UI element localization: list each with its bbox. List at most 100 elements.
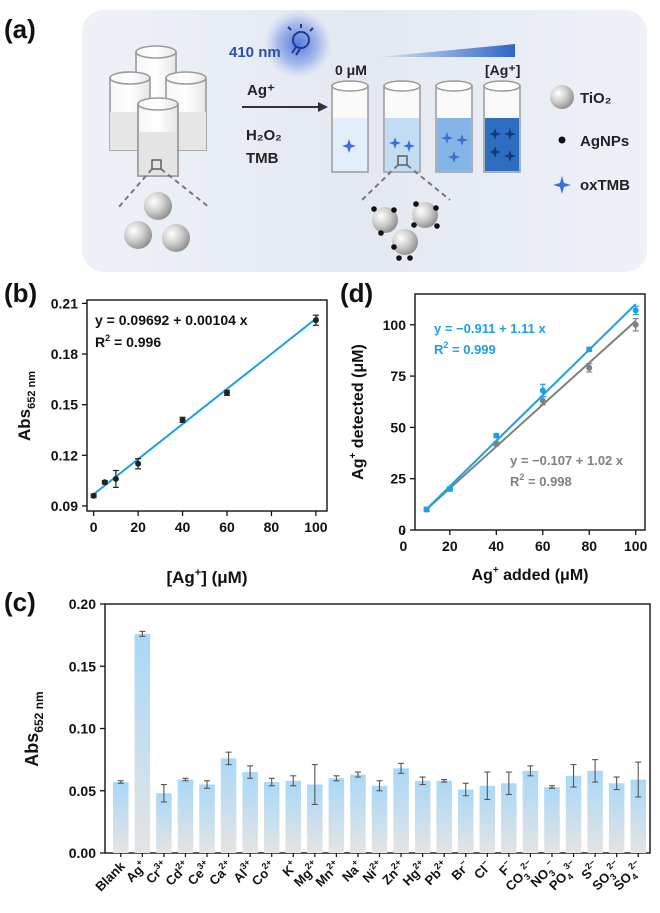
category-label: Ca2+ <box>205 857 236 888</box>
y-tick-label: 0.15 <box>51 397 78 413</box>
category-label: Ce3+ <box>183 857 214 888</box>
bar <box>565 775 582 853</box>
bar <box>220 758 237 853</box>
category-label: Ag+ <box>121 857 149 885</box>
bar <box>436 780 452 853</box>
bar <box>177 779 194 853</box>
panel-a-label: (a) <box>4 14 36 44</box>
light-glow <box>264 10 332 78</box>
data-point <box>632 321 639 328</box>
chart-b-ylabel: Abs652 nm <box>15 371 38 441</box>
zoom-line-left-b <box>160 168 211 209</box>
oxtmb-star-icon <box>441 132 453 144</box>
chart-d-xlabel: Ag+ added (μM) <box>472 565 589 584</box>
conc-end-label: [Ag⁺] <box>485 62 520 78</box>
tio2-sphere-icon <box>144 192 172 220</box>
oxtmb-stars <box>342 128 516 163</box>
light-wavelength-label: 410 nm <box>229 44 281 61</box>
reaction-arrow-head <box>318 102 328 112</box>
x-tick-label: 20 <box>130 519 146 535</box>
tio2-sphere-icon <box>372 207 398 233</box>
chart-d-r-squared-blue: R2 = 0.999 <box>434 340 496 357</box>
oxtmb-star-icon <box>504 150 516 162</box>
bar <box>350 774 366 853</box>
panel-d: (d) 0 20 40 60 80 100 0 25 50 75 100 y = −0.911 + … <box>340 278 648 584</box>
agnp-dot-icon <box>558 136 566 144</box>
oxtmb-star-icon <box>403 140 415 152</box>
x-tick-label: 100 <box>304 519 328 535</box>
y-tick-label: 25 <box>390 471 406 487</box>
agnp-dot-icon <box>396 255 402 261</box>
oxtmb-star-icon <box>448 151 460 163</box>
oxtmb-star-icon <box>456 134 468 146</box>
fit-line <box>425 303 637 510</box>
tube-1 <box>331 80 369 173</box>
data-point <box>493 432 500 439</box>
chart-b-ticks: 0 20 40 60 80 100 0.09 0.12 0.15 0.18 0.21 <box>51 295 328 535</box>
category-label: Br− <box>447 857 473 883</box>
y-tick-label: 0.09 <box>51 498 78 514</box>
data-point <box>632 307 639 314</box>
x-tick-label: 80 <box>264 519 280 535</box>
zoom-square-right <box>397 155 408 166</box>
data-point <box>539 397 546 404</box>
tio2-sphere-icon <box>550 85 574 109</box>
chart-d-ticks: 0 20 40 60 80 100 0 25 50 75 100 <box>383 317 648 554</box>
x-tick-label: 0 <box>90 519 98 535</box>
chart-b-frame <box>86 299 328 512</box>
bar <box>263 782 280 853</box>
agnp-dot-icon <box>378 230 384 236</box>
bar <box>479 785 496 853</box>
zoom-square-left <box>151 159 162 170</box>
legend-agnps-label: AgNPs <box>580 133 629 150</box>
y-tick-label: 0.21 <box>51 295 78 311</box>
x-tick-label: 80 <box>581 538 597 554</box>
data-point <box>423 506 430 513</box>
bar <box>393 768 409 853</box>
y-tick-label: 100 <box>383 317 407 333</box>
chart-c-ylabel: Abs652 nm <box>22 691 46 766</box>
data-point <box>586 364 593 371</box>
x-tick-label: 60 <box>535 538 551 554</box>
panel-b-label: (b) <box>4 278 37 308</box>
x-tick-label: 100 <box>624 538 648 554</box>
agnp-zoom <box>371 201 440 261</box>
bar <box>522 770 539 853</box>
bar <box>134 633 151 853</box>
y-tick-label: 0.20 <box>69 596 96 612</box>
vial-front <box>137 97 179 177</box>
bar <box>587 770 603 853</box>
oxtmb-star-icon <box>553 176 571 194</box>
conc-start-label: 0 μM <box>335 62 367 78</box>
oxtmb-star-icon <box>342 139 356 153</box>
y-tick-label: 0.18 <box>51 346 78 362</box>
agnp-dot-icon <box>391 244 397 250</box>
panel-c-label: (c) <box>4 587 36 617</box>
legend-oxtmb-label: oxTMB <box>580 177 630 194</box>
x-tick-label: 40 <box>489 538 505 554</box>
bar <box>544 787 560 853</box>
y-tick-label: 50 <box>390 419 406 435</box>
data-point <box>135 460 142 467</box>
tio2-sphere-icon <box>162 224 190 252</box>
y-tick-label: 0.15 <box>69 658 96 674</box>
chart-b-r-squared: R2 = 0.996 <box>95 333 161 350</box>
data-point <box>586 346 593 353</box>
oxtmb-star-icon <box>389 137 401 149</box>
chart-c-ticks: 0.00 0.05 0.10 0.15 0.20 <box>69 596 639 861</box>
y-tick-label: 75 <box>390 368 406 384</box>
agnp-dot-icon <box>391 207 397 213</box>
data-point <box>90 492 97 499</box>
bar <box>371 785 388 853</box>
tio2-sphere-icon <box>124 221 152 249</box>
chart-d-fit-equation-gray: y = −0.107 + 1.02 x <box>510 453 624 468</box>
arrow-bottom-label-1: H₂O₂ <box>246 127 282 144</box>
chart-b-xlabel: [Ag+] (μM) <box>166 567 247 587</box>
data-point <box>539 387 546 394</box>
panel-c: (c) 0.00 0.05 0.10 0.15 0.20 BlankAg+Cr3+Cd2… <box>4 587 651 894</box>
y-tick-label: 0.05 <box>69 783 96 799</box>
chart-d-r-squared-gray: R2 = 0.998 <box>510 472 572 489</box>
light-bulb-icon <box>287 24 314 56</box>
chart-d-ylabel: Ag+ detected (μM) <box>348 344 367 480</box>
